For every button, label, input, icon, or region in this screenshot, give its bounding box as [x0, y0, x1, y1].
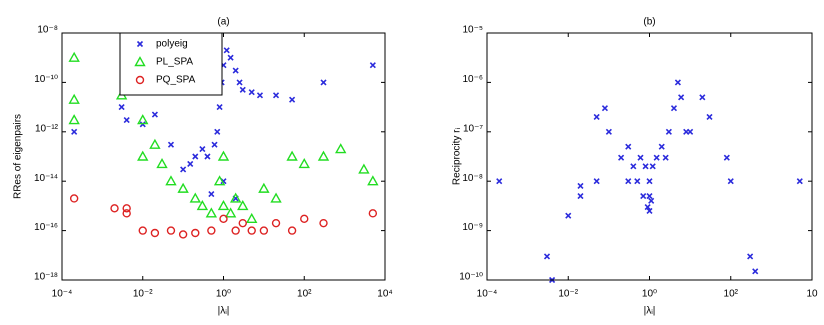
- x-tick-label: 10⁻⁴: [477, 289, 498, 300]
- plot-area: [62, 33, 385, 280]
- x-tick-label: 10⁻⁴: [52, 289, 73, 300]
- y-tick-label: 10⁻¹⁶: [34, 222, 58, 233]
- y-tick-label: 10⁻¹⁰: [459, 272, 483, 283]
- chart: (a) |λᵢ| RRes of eigenpairs 10⁻⁴ 10⁻² 10⁰ 10² 1…: [0, 0, 824, 320]
- x-axis-label: |λᵢ|: [218, 306, 230, 317]
- legend-label: PL_SPA: [156, 57, 193, 68]
- legend-label: polyeig: [156, 39, 188, 50]
- y-tick-label: 10⁻⁸: [462, 173, 483, 184]
- x-axis-label: |λᵢ|: [644, 306, 656, 317]
- y-tick-label: 10⁻¹⁴: [34, 173, 58, 184]
- x-tick-label: 10²: [724, 289, 739, 300]
- y-tick-label: 10⁻¹⁸: [34, 272, 58, 283]
- x-tick-label: 10⁴: [377, 289, 392, 300]
- x-tick-label: 10⁰: [642, 289, 657, 300]
- y-axis-label: Reciprocity rᵢ: [452, 128, 463, 186]
- x-tick-label: 10⁻²: [558, 289, 578, 300]
- y-tick-label: 10⁻⁸: [37, 25, 58, 36]
- y-tick-label: 10⁻⁹: [462, 222, 483, 233]
- panel: (a) |λᵢ| RRes of eigenpairs 10⁻⁴ 10⁻² 10⁰ 10² 1…: [13, 17, 393, 317]
- panel: (b) |λᵢ| Reciprocity rᵢ 10⁻⁴ 10⁻² 10⁰ 10² 10 10⁻…: [452, 17, 818, 317]
- legend: polyeig PL_SPA PQ_SPA: [120, 33, 222, 95]
- y-axis-label: RRes of eigenpairs: [13, 114, 24, 199]
- y-tick-label: 10⁻⁶: [462, 74, 483, 85]
- y-tick-label: 10⁻⁷: [463, 123, 483, 134]
- legend-label: PQ_SPA: [156, 75, 196, 86]
- y-tick-label: 10⁻¹⁰: [34, 74, 58, 85]
- y-tick-label: 10⁻¹²: [35, 123, 59, 134]
- plot-area: [487, 33, 812, 280]
- x-tick-label: 10⁰: [216, 289, 231, 300]
- x-tick-label: 10²: [297, 289, 312, 300]
- panel-title: (a): [217, 17, 229, 28]
- y-tick-label: 10⁻⁵: [462, 25, 483, 36]
- x-tick-label: 10: [806, 289, 818, 300]
- panel-title: (b): [643, 17, 655, 28]
- x-tick-label: 10⁻²: [133, 289, 153, 300]
